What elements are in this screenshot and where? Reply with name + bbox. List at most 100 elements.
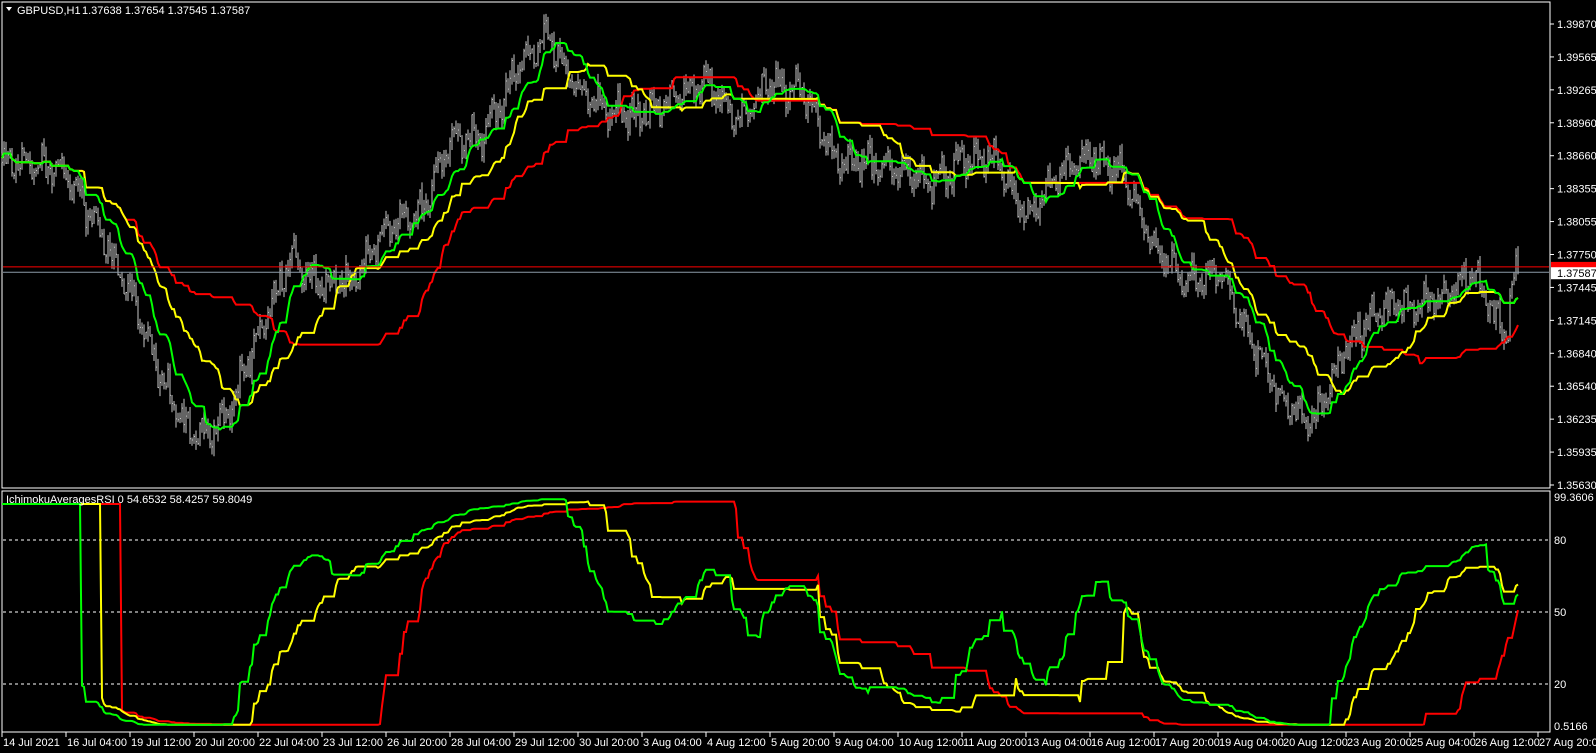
price-bar	[1231, 285, 1233, 295]
price-bar	[1069, 153, 1071, 178]
price-bar	[843, 159, 845, 174]
price-bar	[405, 200, 407, 218]
price-tick-label: 1.38355	[1557, 184, 1596, 196]
price-bar	[119, 273, 121, 278]
time-tick-label: 27 Aug 20:00	[1539, 737, 1596, 749]
price-bar	[1041, 190, 1043, 209]
price-bar	[1017, 192, 1019, 218]
price-bar	[1513, 272, 1515, 286]
price-bar	[1079, 155, 1081, 179]
indicator-label: IchimokuAveragesRSI 0 54.6532 58.4257 59…	[6, 494, 252, 506]
time-tick-label: 20 Aug 12:00	[1283, 737, 1348, 749]
price-bar	[1249, 324, 1251, 345]
price-bar	[293, 232, 295, 249]
price-bar	[553, 31, 555, 69]
price-bar	[265, 319, 267, 340]
price-bar	[1351, 325, 1353, 348]
price-bar	[389, 220, 391, 247]
price-bar	[1391, 288, 1393, 300]
price-bar	[751, 108, 753, 117]
price-bar	[213, 419, 215, 457]
price-bar	[285, 264, 287, 293]
price-bar	[1367, 314, 1369, 330]
price-bar	[1437, 288, 1439, 310]
price-bar	[501, 105, 503, 129]
price-bar	[93, 206, 95, 224]
price-bar	[485, 118, 487, 145]
price-bar	[355, 272, 357, 292]
price-bar	[87, 209, 89, 235]
price-bar	[435, 156, 437, 173]
price-bar	[467, 129, 469, 141]
chart-frame	[1, 1, 1551, 733]
price-bar	[457, 123, 459, 142]
time-tick-label: 23 Aug 20:00	[1347, 737, 1412, 749]
price-bar	[259, 314, 261, 339]
triangle-down-icon[interactable]	[6, 7, 12, 11]
price-bar	[97, 207, 99, 226]
price-bar	[1479, 255, 1481, 295]
time-axis[interactable]: 14 Jul 2021 16 Jul 04:00 19 Jul 12:00 20 Ju…	[1, 732, 1596, 749]
price-bar	[1265, 347, 1267, 368]
medium-average-line	[1, 62, 1519, 408]
price-bar	[1279, 387, 1281, 396]
price-bar	[1031, 204, 1033, 212]
price-bar	[797, 63, 799, 82]
indicator-lines	[1, 42, 1519, 726]
price-bar	[461, 135, 463, 164]
price-bar	[1143, 217, 1145, 241]
price-bar	[635, 107, 637, 128]
price-bar	[853, 158, 855, 172]
price-bar	[895, 166, 897, 179]
price-bar	[401, 203, 403, 219]
price-bar	[1203, 284, 1205, 299]
price-axis[interactable]: 1.39870 1.39565 1.39265 1.38960 1.38660 1.383…	[1550, 19, 1596, 492]
price-bar	[1501, 322, 1503, 345]
price-bar	[1247, 314, 1249, 338]
price-bar	[675, 91, 677, 103]
price-bar	[225, 407, 227, 424]
price-bar	[135, 282, 137, 306]
price-bar	[987, 145, 989, 174]
price-bar	[573, 81, 575, 96]
price-bar	[1135, 182, 1137, 204]
price-bar	[699, 85, 701, 105]
price-bar	[415, 210, 417, 228]
price-bar	[1517, 246, 1519, 275]
price-bar	[1357, 311, 1359, 343]
price-bar	[1171, 241, 1173, 274]
price-bar	[1313, 407, 1315, 423]
price-bar	[929, 181, 931, 192]
price-bar	[245, 365, 247, 378]
price-bar	[373, 244, 375, 256]
indicator-axis[interactable]: 99.3606 80 50 20 0.5166	[1554, 492, 1594, 733]
price-bar	[835, 148, 837, 158]
price-bar	[1443, 274, 1445, 295]
price-bar	[783, 68, 785, 91]
price-bar	[1263, 352, 1265, 358]
price-bar	[729, 99, 731, 114]
price-bar	[173, 400, 175, 411]
price-bar	[383, 218, 385, 238]
price-bar	[1151, 235, 1153, 250]
price-bar	[1235, 307, 1237, 328]
price-bar	[65, 167, 67, 181]
price-bar	[1307, 415, 1309, 442]
price-bar	[829, 133, 831, 148]
price-bar	[75, 176, 77, 187]
price-bar	[693, 74, 695, 104]
price-bar	[507, 78, 509, 93]
price-bar	[1175, 252, 1177, 273]
price-tick-label: 1.37445	[1557, 282, 1596, 294]
price-bar	[1239, 308, 1241, 329]
price-bar	[1027, 197, 1029, 219]
price-bar	[775, 60, 777, 88]
price-bar	[897, 168, 899, 191]
price-bar	[1013, 176, 1015, 200]
price-bar	[523, 48, 525, 71]
price-bar	[437, 151, 439, 174]
price-bar	[535, 62, 537, 68]
price-bar	[107, 235, 109, 264]
price-bar	[1405, 287, 1407, 293]
